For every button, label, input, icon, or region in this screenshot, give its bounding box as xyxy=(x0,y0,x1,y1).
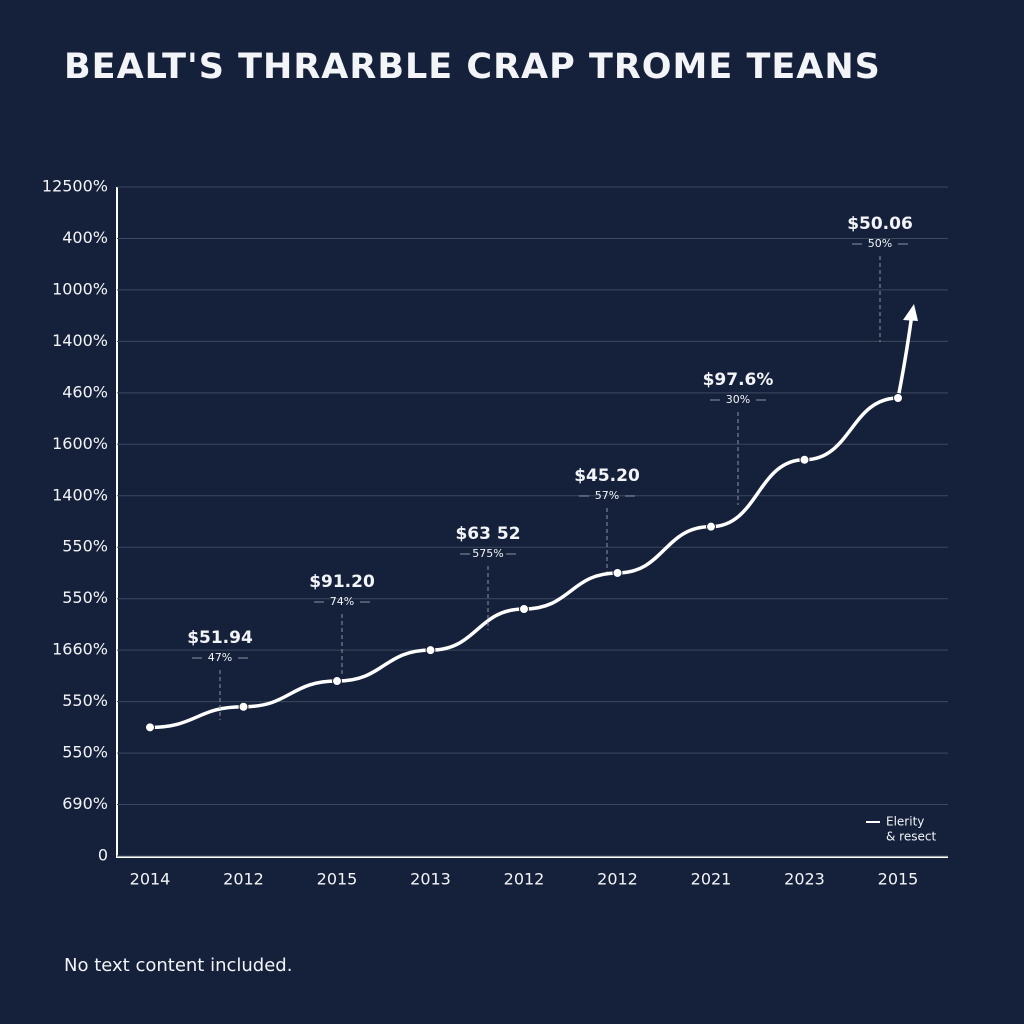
y-tick-label: 12500% xyxy=(42,177,108,196)
y-tick-label: 1600% xyxy=(52,434,108,453)
chart-title: BEALT'S THRARBLE CRAP TROME TEANS xyxy=(64,47,881,87)
y-tick-label: 1400% xyxy=(52,331,108,350)
annotation-label: $63 52 xyxy=(455,524,520,544)
y-tick-label: 460% xyxy=(62,382,108,401)
y-tick-label: 550% xyxy=(62,588,108,607)
data-point xyxy=(799,454,810,465)
arrow-head xyxy=(903,303,918,321)
data-point xyxy=(425,645,436,656)
annotation-label: $51.94 xyxy=(187,628,253,648)
x-tick-label: 2015 xyxy=(317,870,358,889)
legend-note: & resect xyxy=(886,830,936,844)
y-tick-label: 400% xyxy=(62,228,108,247)
annotation-sublabel: 50% xyxy=(868,237,892,250)
annotation-sublabel: 57% xyxy=(595,489,619,502)
annotation-sublabel: 74% xyxy=(330,595,354,608)
y-tick-label: 550% xyxy=(62,537,108,556)
x-tick-label: 2015 xyxy=(878,870,919,889)
annotation-sublabel: 575% xyxy=(472,547,503,560)
data-point xyxy=(519,603,529,614)
data-point xyxy=(612,567,623,578)
y-tick-label: 1400% xyxy=(52,485,108,504)
footnote: No text content included. xyxy=(64,955,292,976)
y-tick-label: 1000% xyxy=(52,279,108,298)
y-tick-label: 690% xyxy=(62,794,108,813)
annotation-label: $50.06 xyxy=(847,214,913,234)
data-point xyxy=(332,676,342,687)
x-tick-label: 2023 xyxy=(784,870,825,889)
data-point xyxy=(706,521,716,532)
arrow-shaft xyxy=(896,313,914,399)
annotation-label: $45.20 xyxy=(574,466,640,486)
data-point xyxy=(145,722,155,733)
x-tick-label: 2012 xyxy=(223,870,264,889)
x-tick-label: 2021 xyxy=(691,870,732,889)
y-tick-label: 1660% xyxy=(52,640,108,659)
x-tick-label: 2013 xyxy=(410,870,451,889)
y-tick-label: 550% xyxy=(62,743,108,762)
data-point xyxy=(893,392,903,403)
x-tick-label: 2012 xyxy=(504,870,545,889)
annotation-label: $97.6% xyxy=(703,370,774,390)
x-tick-label: 2012 xyxy=(597,870,638,889)
y-tick-label: 0 xyxy=(98,846,108,865)
data-point xyxy=(238,701,249,712)
y-tick-label: 550% xyxy=(62,691,108,710)
annotation-sublabel: 30% xyxy=(726,393,750,406)
x-tick-label: 2014 xyxy=(130,870,171,889)
data-line xyxy=(148,396,900,730)
annotation-sublabel: 47% xyxy=(208,651,232,664)
legend-label: Elerity xyxy=(886,815,924,829)
annotation-label: $91.20 xyxy=(309,572,375,592)
